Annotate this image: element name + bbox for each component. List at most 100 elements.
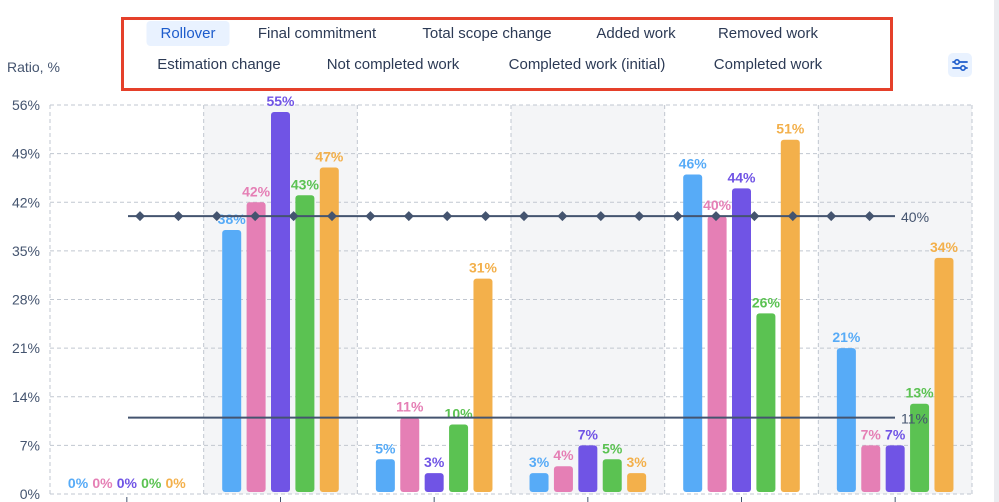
bar [934, 257, 954, 492]
diamond-marker [826, 211, 837, 222]
bar-value-label: 4% [553, 447, 574, 463]
bar-value-label: 0% [166, 475, 187, 491]
y-tick-label: 56% [12, 97, 40, 113]
bar-value-label: 7% [885, 426, 906, 442]
legend-item[interactable]: Total scope change [422, 25, 552, 42]
bar [400, 417, 420, 492]
legend-item[interactable]: Not completed work [326, 56, 460, 73]
diamond-marker [250, 211, 261, 222]
diamond-marker [480, 211, 491, 222]
reference-line-label: 11% [901, 411, 928, 427]
sliders-icon [952, 59, 968, 72]
y-tick-label: 21% [12, 340, 40, 356]
bar [707, 216, 727, 492]
bar-value-label: 43% [291, 176, 320, 192]
reference-line-label: 40% [901, 209, 929, 225]
y-tick-label: 14% [12, 389, 40, 405]
bar [295, 195, 315, 492]
bar-value-label: 38% [218, 211, 247, 227]
legend-item[interactable]: Removed work [717, 25, 819, 42]
legend-item[interactable]: Completed work (initial) [508, 56, 666, 73]
bar-value-label: 7% [578, 426, 599, 442]
legend-item[interactable]: Rollover [146, 21, 230, 46]
diamond-marker [403, 211, 414, 222]
bar [424, 473, 444, 492]
legend-item[interactable]: Final commitment [257, 25, 377, 42]
diamond-marker [519, 211, 529, 222]
bar-value-label: 10% [445, 406, 474, 422]
bar-value-label: 3% [627, 454, 648, 470]
bar-value-label: 3% [424, 454, 445, 470]
bar-value-label: 26% [752, 294, 781, 310]
diamond-marker [864, 211, 875, 222]
legend-highlight-box [121, 17, 893, 91]
bar-value-label: 51% [776, 121, 805, 137]
y-tick-label: 35% [12, 243, 40, 259]
bar [375, 459, 395, 492]
diamond-marker [173, 211, 184, 222]
y-tick-label: 0% [20, 486, 40, 502]
bar [780, 139, 800, 492]
bar [627, 473, 647, 492]
diamond-marker [442, 211, 453, 222]
bar-value-label: 21% [832, 329, 861, 345]
bar-value-label: 11% [396, 399, 424, 415]
bar-value-label: 0% [68, 475, 89, 491]
bar-value-label: 0% [117, 475, 138, 491]
bar-value-label: 40% [703, 197, 732, 213]
legend-item[interactable]: Estimation change [157, 56, 281, 73]
bar-value-label: 0% [141, 475, 162, 491]
bar [732, 188, 751, 492]
bar [756, 313, 776, 492]
bar-value-label: 7% [861, 426, 882, 442]
legend-item[interactable]: Added work [596, 25, 676, 42]
bar [271, 111, 290, 493]
diamond-marker [557, 211, 568, 222]
diamond-marker [595, 211, 606, 222]
bar [861, 445, 881, 492]
bar [910, 403, 930, 492]
bar-value-label: 34% [930, 239, 959, 255]
bar [473, 278, 493, 492]
bar [578, 445, 598, 492]
bar [246, 202, 266, 492]
diamond-marker [672, 211, 683, 222]
bar [319, 167, 339, 492]
y-tick-label: 42% [12, 194, 40, 210]
bar [602, 459, 622, 492]
bar-value-label: 55% [266, 93, 295, 109]
y-axis-title: Ratio, % [7, 59, 60, 75]
legend-item[interactable]: Completed work [713, 56, 823, 73]
diamond-marker [365, 211, 376, 222]
bar [885, 445, 905, 492]
diamond-marker [135, 211, 145, 222]
bar-value-label: 5% [602, 440, 623, 456]
diamond-marker [327, 211, 337, 222]
bar-value-label: 31% [469, 260, 498, 276]
bar [449, 424, 469, 492]
filter-button[interactable] [948, 53, 972, 77]
bar [529, 473, 549, 492]
bar-value-label: 46% [679, 155, 708, 171]
bar-value-label: 47% [315, 149, 344, 165]
bar [553, 466, 573, 492]
panel-edge [994, 0, 999, 502]
bar-value-label: 44% [727, 169, 756, 185]
bar-value-label: 42% [242, 183, 271, 199]
diamond-marker [711, 211, 721, 222]
diamond-marker [211, 211, 222, 222]
bar [683, 174, 703, 492]
diamond-marker [787, 211, 798, 222]
bar-value-label: 13% [906, 385, 935, 401]
diamond-marker [288, 211, 299, 222]
bar [836, 348, 856, 492]
bar [222, 230, 242, 493]
bar-value-label: 5% [375, 440, 396, 456]
y-tick-label: 49% [12, 146, 40, 162]
y-tick-label: 7% [20, 437, 40, 453]
diamond-marker [634, 211, 645, 222]
y-tick-label: 28% [12, 292, 40, 308]
diamond-marker [749, 211, 760, 222]
bar-value-label: 3% [529, 454, 550, 470]
